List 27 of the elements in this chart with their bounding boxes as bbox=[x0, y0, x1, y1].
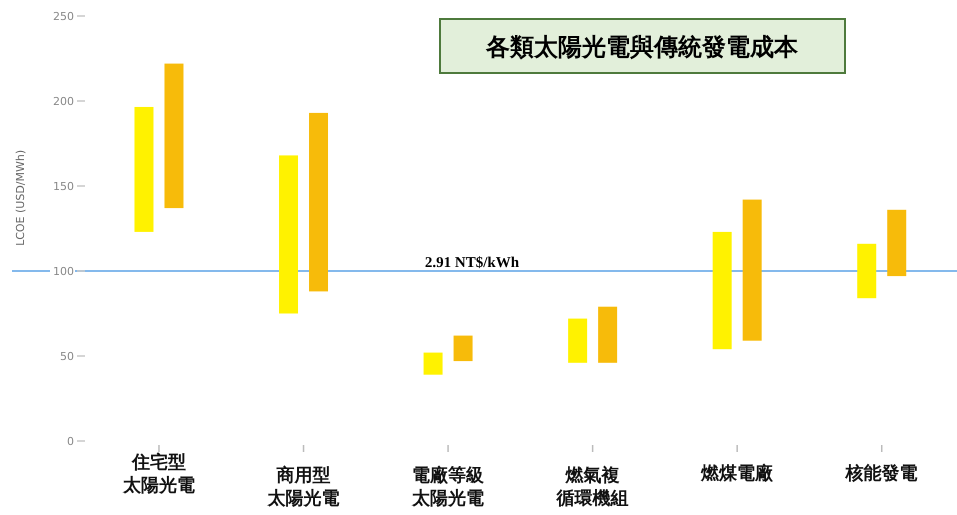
y-tick-label: 200 bbox=[53, 95, 74, 108]
text: 各類太陽光電與傳統發電成本 bbox=[485, 33, 799, 61]
bar bbox=[742, 200, 762, 341]
bar bbox=[424, 352, 443, 375]
y-tick-label: 250 bbox=[53, 10, 74, 23]
x-tick-label: 核能發電 bbox=[844, 463, 918, 484]
bar bbox=[568, 318, 588, 363]
x-tick-label: 燃煤電廠 bbox=[700, 463, 774, 484]
ref-line-label: 2.91 NT$/kWh bbox=[424, 255, 520, 271]
bar bbox=[279, 155, 298, 314]
bar bbox=[857, 244, 876, 298]
y-tick-label: 50 bbox=[60, 350, 74, 363]
bar bbox=[454, 336, 473, 362]
bar bbox=[887, 210, 906, 276]
y-axis-title: LCOE (USD/MWh) bbox=[14, 150, 27, 246]
y-tick-label: 150 bbox=[53, 180, 74, 193]
bar bbox=[598, 306, 618, 363]
bar bbox=[712, 232, 732, 350]
x-tick-label: 電廠等級太陽光電 bbox=[411, 465, 484, 509]
y-tick-label: 100 bbox=[53, 265, 74, 278]
bar bbox=[164, 64, 184, 208]
x-tick-label: 住宅型太陽光電 bbox=[122, 452, 195, 496]
x-tick-label: 商用型太陽光電 bbox=[266, 465, 340, 509]
bar bbox=[134, 106, 154, 232]
y-tick-label: 0 bbox=[67, 435, 74, 448]
x-tick-label: 燃氣複循環機組 bbox=[556, 465, 629, 509]
bar bbox=[309, 112, 328, 292]
